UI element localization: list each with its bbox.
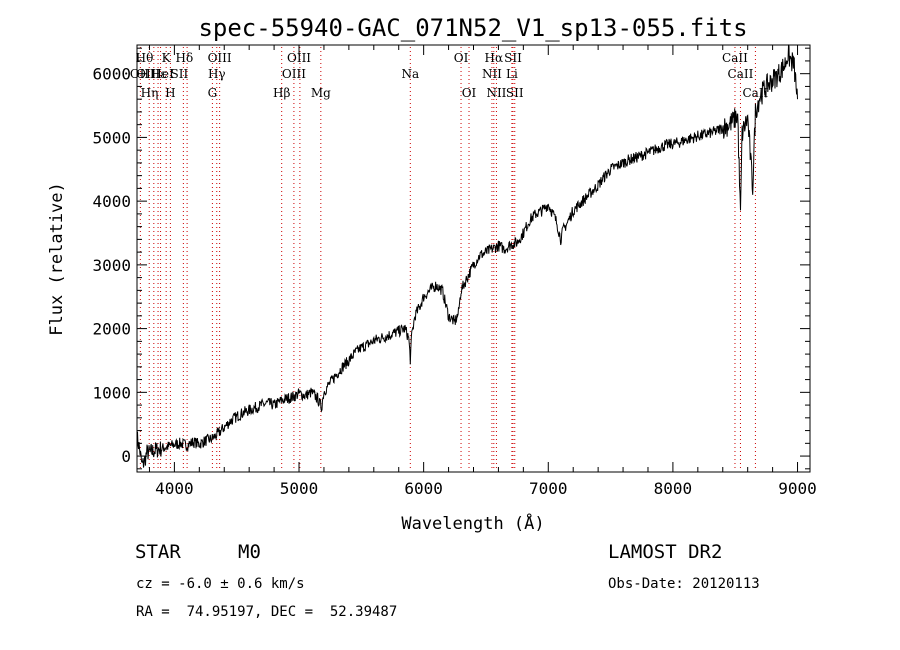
spectral-line-label: OI [454, 51, 469, 65]
chart-title: spec-55940-GAC_071N52_V1_sp13-055.fits [198, 14, 747, 42]
spectral-line-label: Hδ [176, 51, 194, 65]
coordinates: RA = 74.95197, DEC = 52.39487 [136, 604, 398, 620]
spectrum-line [136, 44, 798, 468]
x-axis-label: Wavelength (Å) [401, 512, 544, 534]
spectral-line-label: Hγ [208, 67, 226, 81]
spectral-line-label: Li [506, 67, 518, 81]
y-tick-label: 0 [121, 447, 131, 466]
x-tick-label: 6000 [404, 479, 443, 498]
spectral-line-label: Mg [311, 86, 331, 100]
spectral-line-label: NII [486, 86, 506, 100]
spectral-line-label: OIII [136, 67, 160, 81]
object-class: STAR [135, 541, 181, 563]
plot-frame [136, 44, 811, 473]
spectral-line-label: OI [462, 86, 477, 100]
spectral-line-label: OIII [287, 51, 311, 65]
spectral-line-label: SII [506, 86, 524, 100]
spectral-line-label: Hβ [273, 86, 290, 100]
object-subclass: M0 [238, 541, 261, 563]
x-tick-label: 4000 [155, 479, 194, 498]
spectral-line-label: OIII [282, 67, 306, 81]
spectral-line-label: Hθ [136, 51, 154, 65]
spectral-line-label: CaII [722, 51, 748, 65]
y-tick-label: 3000 [92, 256, 131, 275]
spectral-line-label: NII [482, 67, 502, 81]
radial-velocity: cz = -6.0 ± 0.6 km/s [136, 576, 305, 592]
spectral-line-label: Hα [485, 51, 504, 65]
y-tick-label: 6000 [92, 65, 131, 84]
survey-name: LAMOST DR2 [608, 541, 723, 563]
spectral-line-label: CaII [728, 67, 754, 81]
spectral-line-label: Na [401, 67, 419, 81]
x-tick-label: 9000 [778, 479, 817, 498]
y-axis-ticks: 0 1000 2000 3000 4000 5000 6000 [92, 47, 810, 470]
spectral-line-label: Hη [141, 86, 159, 100]
spectral-line-label: G [208, 86, 218, 100]
x-tick-label: 5000 [280, 479, 319, 498]
spectral-line-label: SII [171, 67, 189, 81]
spectral-line-markers [139, 47, 756, 470]
x-tick-label: 8000 [654, 479, 693, 498]
spectral-line-label: Hε [150, 67, 167, 81]
spectral-line-label: OIII [208, 51, 232, 65]
spectral-line-label: H [165, 86, 175, 100]
y-tick-label: 4000 [92, 192, 131, 211]
y-axis-label: Flux (relative) [47, 182, 67, 336]
y-tick-label: 5000 [92, 128, 131, 147]
y-tick-label: 1000 [92, 383, 131, 402]
spectral-line-label: K [162, 51, 172, 65]
x-axis-ticks: 4000 5000 6000 7000 8000 9000 [148, 45, 817, 498]
observation-date: Obs-Date: 20120113 [608, 576, 760, 592]
spectral-line-label: HeI [151, 67, 174, 81]
spectral-line-label: SII [504, 51, 522, 65]
y-tick-label: 2000 [92, 320, 131, 339]
x-tick-label: 7000 [529, 479, 568, 498]
